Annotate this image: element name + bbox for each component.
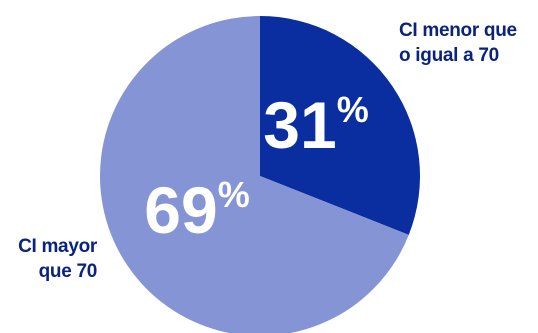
- percent-labels: 31% 69%: [144, 88, 368, 247]
- slice-label-low-line-1: CI menor que: [399, 20, 517, 41]
- slice-label-low: CI menor que o igual a 70: [399, 18, 517, 68]
- slice-label-high: CI mayor que 70: [0, 234, 97, 284]
- slice-label-high-line-1: CI mayor: [18, 236, 97, 257]
- pie-slices: [100, 16, 420, 333]
- percent-unit-high: %: [218, 174, 250, 215]
- pie-slice-low: [260, 16, 420, 235]
- percent-value-high: 69: [144, 173, 217, 247]
- percent-label-low: 31%: [263, 88, 368, 162]
- percent-value-low: 31: [263, 88, 336, 162]
- percent-unit-low: %: [337, 89, 369, 130]
- slice-label-low-line-2: o igual a 70: [399, 45, 499, 66]
- percent-label-high: 69%: [144, 173, 249, 247]
- pie-slice-high: [100, 16, 409, 333]
- slice-label-high-line-2: que 70: [38, 261, 98, 282]
